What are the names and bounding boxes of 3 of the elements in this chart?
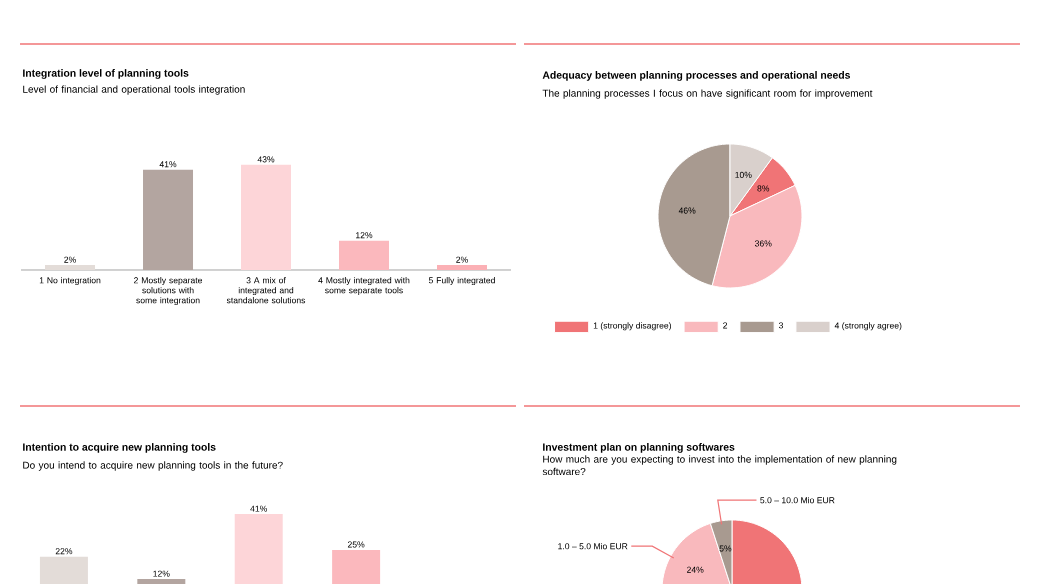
bar [241,164,292,270]
bar [339,240,389,270]
bar [143,169,194,270]
